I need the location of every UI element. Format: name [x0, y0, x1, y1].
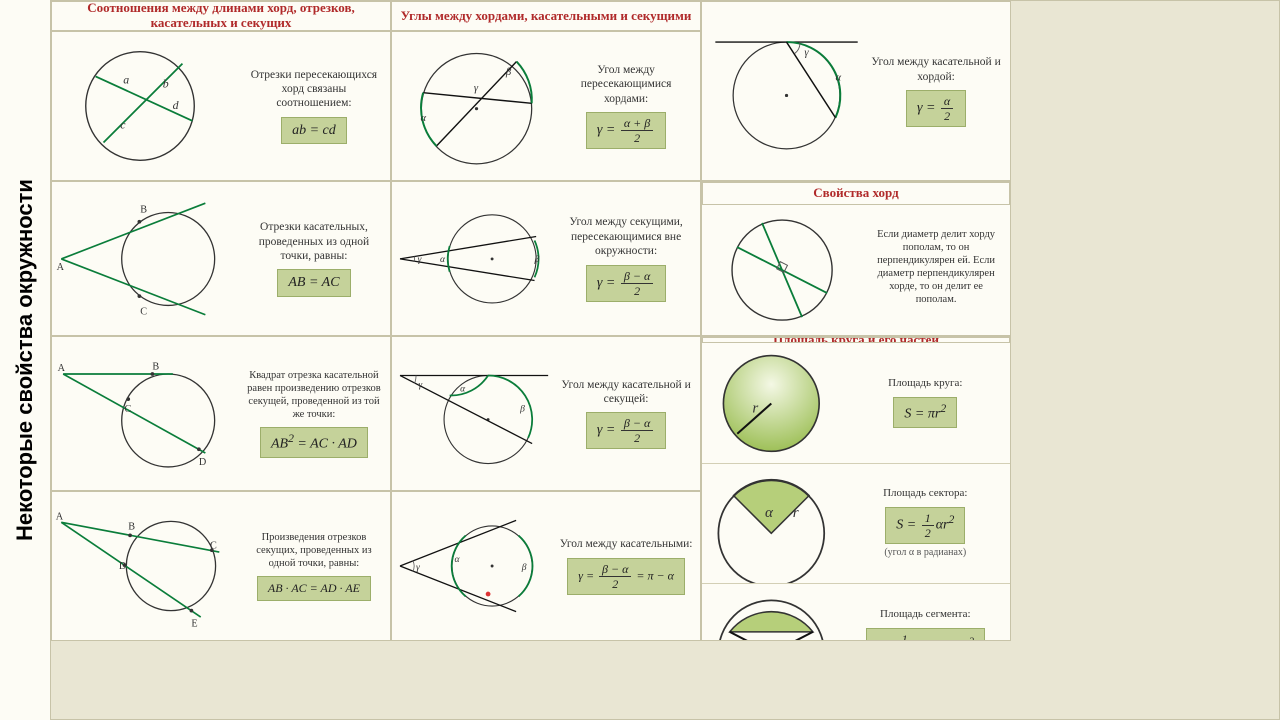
area-circle: r Площадь круга: S = πr2	[702, 343, 1010, 463]
svg-text:B: B	[152, 361, 159, 372]
area-segment: α r Площадь сегмента: S = 12(α − sin α)r…	[702, 583, 1010, 641]
svg-text:γ: γ	[804, 46, 809, 58]
svg-text:β: β	[521, 562, 527, 573]
formula-r4c2: γ = β − α2 = π − α	[567, 558, 685, 595]
formula-r1c3: γ = α2	[906, 90, 966, 127]
svg-text:b: b	[163, 76, 169, 90]
svg-text:α: α	[835, 71, 841, 83]
desc-r1c2: Угол между пересекающимися хордами:	[558, 63, 694, 106]
desc-r2c1: Отрезки касательных, проведенных из одно…	[244, 220, 384, 263]
cell-r1c2: α β γ Угол между пересекающимися хордами…	[391, 31, 701, 181]
svg-text:A: A	[58, 363, 66, 374]
page-title: Некоторые свойства окружности	[0, 0, 50, 720]
svg-text:β: β	[534, 254, 540, 265]
svg-text:C: C	[124, 404, 131, 415]
cell-r4c1: A B C D E Произведения отрезков секущих,…	[51, 491, 391, 641]
desc-area-circle: Площадь круга:	[888, 377, 962, 391]
hdr-chords: Свойства хорд	[702, 182, 1010, 205]
svg-text:γ: γ	[418, 254, 422, 265]
svg-text:α: α	[765, 505, 774, 521]
svg-text:α: α	[454, 554, 460, 565]
cell-area-block: Площадь круга и его частей r	[701, 336, 1011, 641]
svg-text:a: a	[123, 72, 129, 86]
hdr-col1: Соотношения между длинами хорд, отрезков…	[51, 1, 391, 31]
reference-grid: Соотношения между длинами хорд, отрезков…	[50, 0, 1280, 720]
svg-text:β: β	[505, 66, 512, 78]
desc-r2c2: Угол между секущими, пересекающимися вне…	[558, 215, 694, 258]
svg-text:α: α	[420, 112, 426, 124]
cell-r1c1: a d c b Отрезки пересекающихся хорд связ…	[51, 31, 391, 181]
cell-r2c1: A B C Отрезки касательных, проведенных и…	[51, 181, 391, 336]
formula-r2c2: γ = β − α2	[586, 265, 666, 302]
svg-text:β: β	[519, 403, 525, 414]
svg-text:D: D	[199, 457, 206, 468]
formula-r2c1: AB = AC	[277, 269, 350, 297]
desc-area-segment: Площадь сегмента:	[880, 608, 971, 622]
desc-r3c1: Квадрат отрезка касательной равен произв…	[244, 369, 384, 422]
desc-r1c3: Угол между касательной и хордой:	[868, 55, 1004, 84]
svg-text:α: α	[440, 254, 446, 265]
svg-text:γ: γ	[416, 562, 420, 573]
svg-text:A: A	[57, 262, 65, 273]
svg-text:B: B	[140, 204, 147, 215]
formula-r3c2: γ = β − α2	[586, 412, 666, 449]
formula-area-segment: S = 12(α − sin α)r2	[866, 628, 985, 641]
cell-r2c3: Свойства хорд Если диаметр делит хорду п…	[701, 181, 1011, 336]
svg-text:r: r	[793, 505, 799, 521]
formula-r3c1: AB2 = AC · AD	[260, 427, 368, 458]
svg-text:γ: γ	[418, 379, 422, 390]
note-area-sector: (угол α в радианах)	[884, 547, 966, 560]
formula-r1c1: ab = cd	[281, 117, 347, 145]
svg-text:d: d	[173, 98, 179, 112]
desc-r3c2: Угол между касательной и секущей:	[558, 378, 694, 407]
hdr-col2: Углы между хордами, касательными и секущ…	[391, 1, 701, 31]
svg-text:r: r	[752, 400, 758, 416]
formula-r1c2: γ = α + β2	[586, 112, 666, 149]
formula-area-circle: S = πr2	[893, 397, 957, 428]
desc-area-sector: Площадь сектора:	[883, 487, 967, 501]
formula-area-sector: S = 12αr2	[885, 507, 965, 544]
svg-text:r: r	[794, 635, 800, 641]
cell-r3c2: γ α β Угол между касательной и секущей: …	[391, 336, 701, 491]
cell-r1c3: γ α Угол между касательной и хордой: γ =…	[701, 1, 1011, 181]
cell-r2c2: γ α β Угол между секущими, пересекающими…	[391, 181, 701, 336]
cell-r4c2: γ α β Угол между касательными: γ = β − α…	[391, 491, 701, 641]
svg-text:B: B	[128, 522, 135, 533]
cell-r3c1: A B C D Квадрат отрезка касательной раве…	[51, 336, 391, 491]
svg-text:A: A	[56, 512, 64, 523]
svg-text:α: α	[765, 635, 774, 641]
svg-text:C: C	[140, 307, 147, 318]
desc-r2c3: Если диаметр делит хорду пополам, то он …	[868, 228, 1004, 307]
formula-r4c1: AB · AC = AD · AE	[257, 576, 371, 601]
desc-r4c1: Произведения отрезков секущих, проведенн…	[244, 531, 384, 570]
desc-r4c2: Угол между касательными:	[560, 537, 693, 551]
svg-text:c: c	[120, 118, 126, 132]
desc-r1c1: Отрезки пересекающихся хорд связаны соот…	[244, 68, 384, 111]
area-sector: α r Площадь сектора: S = 12αr2 (угол α в…	[702, 463, 1010, 584]
svg-text:γ: γ	[474, 82, 479, 94]
svg-text:E: E	[191, 618, 197, 629]
